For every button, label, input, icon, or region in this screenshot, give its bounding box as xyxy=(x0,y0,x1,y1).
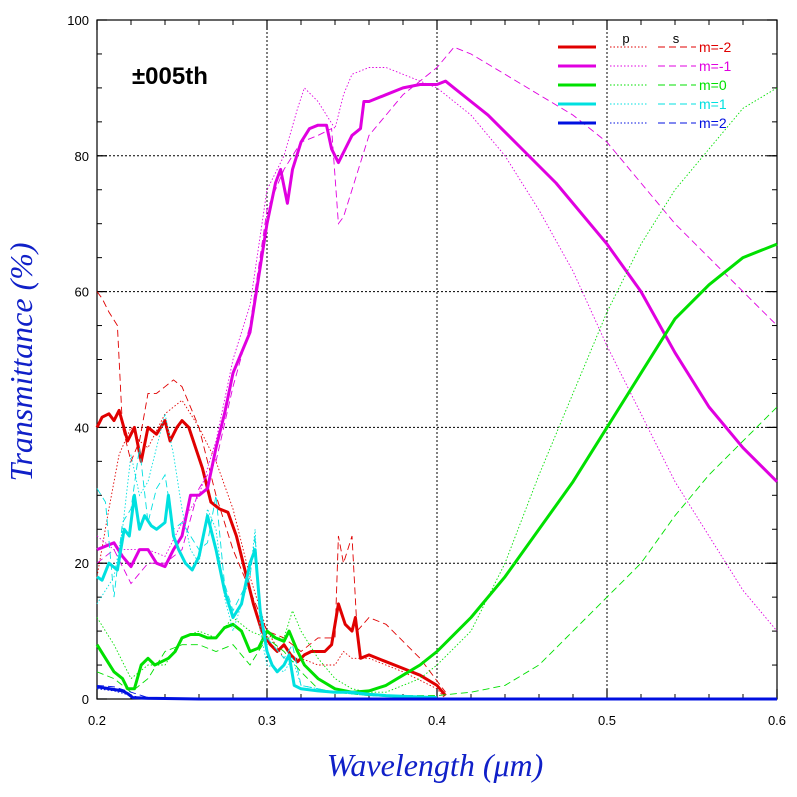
x-tick-label: 0.5 xyxy=(598,713,616,728)
legend-label-m1: m=1 xyxy=(699,96,727,112)
series-mminus2-total-line xyxy=(95,408,447,697)
series-m1 xyxy=(96,413,438,700)
y-tick-label: 100 xyxy=(67,13,89,28)
x-tick-label: 0.3 xyxy=(258,713,276,728)
x-axis-title: Wavelength (μm) xyxy=(327,747,544,783)
series-mminus1-total-line xyxy=(96,79,779,569)
y-tick-label: 40 xyxy=(75,420,89,435)
x-tick-label: 0.6 xyxy=(768,713,786,728)
legend-header-p: p xyxy=(622,31,629,46)
series-m1-p-line xyxy=(96,413,438,700)
legend-label-mminus2: m=-2 xyxy=(699,39,732,55)
series-mminus2 xyxy=(95,291,447,700)
series-layer xyxy=(95,46,779,701)
legend-label-mminus1: m=-1 xyxy=(699,58,732,74)
legend-label-m0: m=0 xyxy=(699,77,727,93)
series-mminus1-s-line xyxy=(96,46,778,585)
series-m0-s-line xyxy=(96,406,778,697)
legend-label-m2: m=2 xyxy=(699,115,727,131)
series-m0 xyxy=(95,87,778,697)
legend-header-s: s xyxy=(673,31,680,46)
series-m0-total-line xyxy=(95,242,778,694)
y-tick-label: 60 xyxy=(75,285,89,300)
series-m1-total-line xyxy=(96,493,438,700)
y-tick-label: 20 xyxy=(75,556,89,571)
y-axis-title: Transmittance (%) xyxy=(3,242,39,481)
series-m1-s-line xyxy=(96,447,438,700)
axis-ticks: 0.2 0.3 0.4 0.5 0.6 0 20 40 60 80 100 xyxy=(67,13,786,728)
series-m2 xyxy=(96,684,777,701)
x-tick-label: 0.4 xyxy=(428,713,446,728)
y-tick-label: 0 xyxy=(82,692,89,707)
order-label: ±005th xyxy=(132,63,208,90)
series-m2-total-line xyxy=(96,685,777,701)
x-tick-label: 0.2 xyxy=(88,713,106,728)
grid-lines xyxy=(97,20,777,699)
series-m2-p-line xyxy=(96,688,777,700)
legend: p s m=-2 m=-1 m=0 m=1 m=2 xyxy=(558,31,732,131)
series-mminus1 xyxy=(96,46,779,632)
series-mminus2-s-line xyxy=(96,291,446,693)
y-tick-label: 80 xyxy=(75,149,89,164)
